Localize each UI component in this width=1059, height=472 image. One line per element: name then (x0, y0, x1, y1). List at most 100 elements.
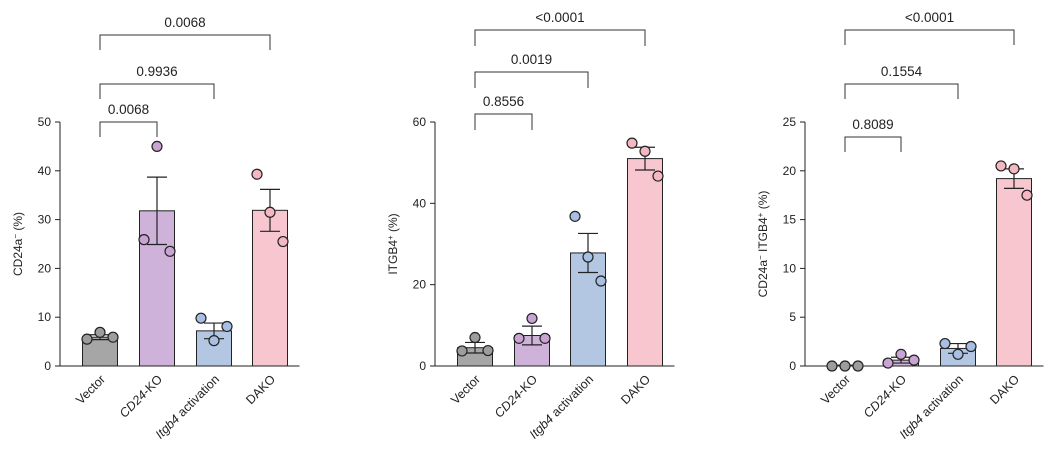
p-value-label: <0.0001 (905, 10, 954, 25)
data-point (277, 235, 289, 248)
p-value-label: 0.8089 (852, 117, 893, 132)
y-axis-label-text: (%) (11, 212, 25, 234)
y-tick-label: 0 (44, 359, 51, 373)
y-tick-label: 40 (38, 164, 52, 178)
data-point (882, 357, 894, 369)
comparison-bracket (474, 29, 646, 46)
p-value-label: 0.0068 (164, 15, 205, 30)
y-tick-label: 10 (38, 310, 52, 324)
data-point (456, 345, 468, 357)
data-point (539, 332, 551, 344)
y-tick-label: 40 (413, 196, 427, 210)
data-point (908, 354, 920, 366)
comparison-bracket (99, 121, 158, 137)
data-point (582, 251, 594, 263)
data-point (569, 210, 581, 222)
x-tick-label-main: Vector (73, 372, 108, 407)
x-tick-label: Vector (818, 372, 853, 407)
x-tick-label-suffix: activation (172, 372, 222, 422)
p-value-label: 0.1554 (881, 64, 923, 79)
data-point (94, 326, 106, 338)
comparison-bracket (844, 136, 902, 152)
y-tick-label: 20 (413, 278, 427, 292)
p-value-label: 0.0019 (511, 52, 552, 67)
y-tick-label: 15 (783, 213, 797, 227)
data-point (965, 340, 977, 353)
comparison-bracket (99, 34, 271, 50)
y-tick-label: 0 (419, 359, 426, 373)
y-axis-label-superscript: + (386, 235, 395, 240)
y-tick-label: 20 (783, 164, 797, 178)
x-tick-label: CD24-KO (861, 372, 909, 420)
comparison-bracket (474, 71, 589, 88)
x-tick-label-main: DAKO (987, 372, 1022, 407)
y-axis-label-text: ITGB4 (386, 240, 400, 275)
data-point (626, 137, 638, 149)
y-tick-label: 50 (38, 115, 52, 129)
data-point (995, 160, 1007, 172)
x-tick-label-main: Vector (448, 372, 483, 407)
p-value-label: 0.8556 (483, 94, 524, 109)
p-value-label: <0.0001 (535, 10, 584, 25)
comparison-bracket (844, 29, 1015, 45)
x-tick-label: DAKO (618, 372, 653, 407)
x-tick-label: DAKO (243, 372, 278, 407)
data-point (513, 332, 525, 344)
data-point (138, 234, 150, 246)
y-axis-label-text: CD24a (756, 260, 770, 298)
data-point (852, 360, 864, 372)
y-tick-label: 30 (38, 213, 52, 227)
bar (252, 209, 288, 367)
comparison-bracket (99, 83, 215, 99)
data-point (221, 320, 233, 333)
y-tick-label: 0 (789, 359, 796, 373)
bar (627, 158, 663, 367)
y-axis-label: CD24a− ITGB4+ (%) (756, 191, 771, 298)
x-tick-label: CD24-KO (492, 372, 540, 420)
data-point (639, 145, 651, 157)
data-point (826, 360, 838, 372)
data-point (264, 206, 276, 218)
y-axis-label-text: ITGB4 (756, 217, 770, 255)
data-point (939, 337, 951, 350)
data-point (469, 331, 481, 344)
data-point (952, 348, 964, 360)
y-tick-label: 5 (789, 310, 796, 324)
bar (996, 178, 1032, 367)
x-tick-label-suffix: activation (916, 372, 966, 422)
data-point (195, 312, 207, 324)
y-axis-label-superscript: + (756, 212, 765, 217)
x-tick-label-main: DAKO (243, 372, 278, 407)
y-axis-label-text: (%) (756, 191, 770, 213)
y-axis-label-text: CD24a (11, 238, 25, 276)
p-value-label: 0.0068 (108, 102, 149, 117)
y-tick-label: 10 (783, 261, 797, 275)
y-axis-label-superscript: − (756, 255, 765, 260)
y-axis-label: CD24a− (%) (11, 212, 26, 276)
data-point (164, 245, 176, 257)
x-tick-label-suffix: activation (546, 372, 596, 422)
x-tick-label: CD24-KO (117, 372, 165, 420)
data-point (208, 335, 220, 347)
p-value-label: 0.9936 (136, 64, 177, 79)
data-point (839, 360, 851, 372)
data-point (595, 275, 607, 287)
y-axis-label-superscript: − (11, 234, 20, 239)
y-tick-label: 25 (783, 115, 797, 129)
data-point (652, 170, 664, 182)
data-point (482, 344, 494, 357)
data-point (1021, 189, 1033, 201)
y-axis-label-text: (%) (386, 213, 400, 235)
data-point (251, 168, 263, 180)
x-tick-label: Vector (448, 372, 483, 407)
data-point (526, 312, 538, 325)
x-tick-label-main: Vector (818, 372, 853, 407)
panel-double-positive: 0 5 10 15 20 25 CD24a− ITGB4+ (%) Vector CD24-KO… (756, 10, 1044, 442)
data-point (81, 333, 93, 345)
data-point (107, 331, 119, 343)
x-tick-label-main: DAKO (618, 372, 653, 407)
x-tick-label: Vector (73, 372, 108, 407)
